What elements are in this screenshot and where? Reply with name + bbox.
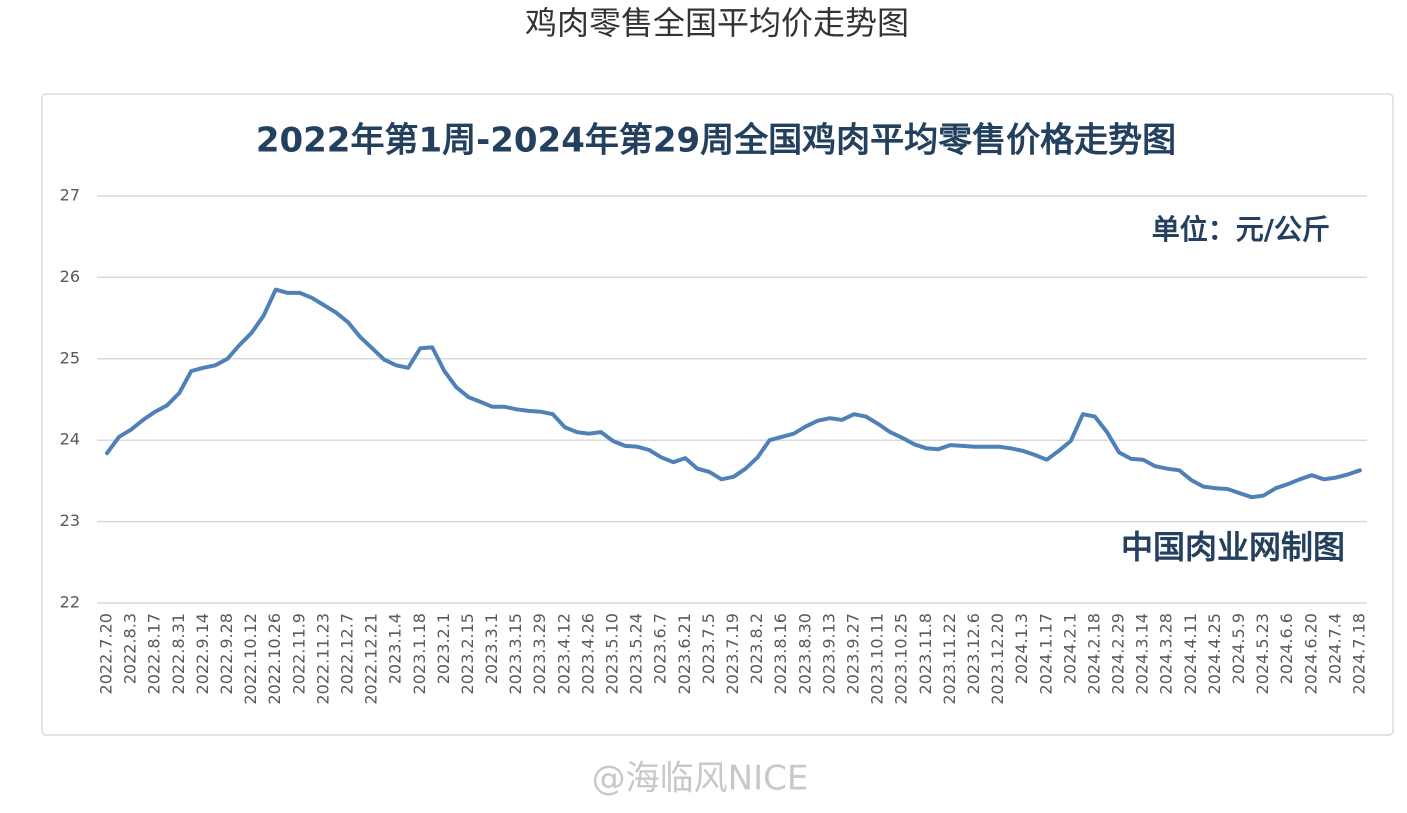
x-tick-label: 2023.10.25 bbox=[892, 613, 911, 705]
y-tick-label: 25 bbox=[60, 348, 80, 367]
x-tick-label: 2022.12.21 bbox=[362, 613, 381, 705]
x-tick-label: 2023.6.21 bbox=[675, 613, 694, 694]
x-tick-label: 2023.4.12 bbox=[554, 613, 573, 694]
x-tick-label: 2024.6.20 bbox=[1301, 613, 1320, 694]
x-tick-label: 2024.2.18 bbox=[1084, 613, 1103, 694]
x-tick-label: 2022.9.14 bbox=[193, 613, 212, 694]
x-tick-label: 2023.12.20 bbox=[988, 613, 1007, 705]
x-tick-label: 2022.8.17 bbox=[145, 613, 164, 694]
x-tick-label: 2023.1.18 bbox=[410, 613, 429, 694]
x-tick-label: 2023.3.1 bbox=[482, 613, 501, 684]
data-line bbox=[105, 287, 1362, 500]
x-tick-label: 2023.7.19 bbox=[723, 613, 742, 694]
x-tick-label: 2024.5.23 bbox=[1253, 613, 1272, 694]
watermark: @海临风NICE bbox=[592, 759, 809, 799]
x-tick-label: 2023.4.26 bbox=[578, 613, 597, 694]
x-tick-label: 2022.11.9 bbox=[289, 613, 308, 694]
y-tick-label: 27 bbox=[60, 186, 80, 205]
x-tick-label: 2023.7.5 bbox=[699, 613, 718, 684]
x-tick-label: 2024.2.1 bbox=[1060, 613, 1079, 684]
x-tick-label: 2023.3.15 bbox=[506, 613, 525, 694]
x-tick-label: 2024.4.11 bbox=[1181, 613, 1200, 694]
x-tick-label: 2022.10.12 bbox=[241, 613, 260, 705]
x-tick-label: 2023.8.2 bbox=[747, 613, 766, 684]
x-tick-label: 2023.3.29 bbox=[530, 613, 549, 694]
y-tick-label: 23 bbox=[60, 511, 80, 530]
x-tick-label: 2024.6.6 bbox=[1277, 613, 1296, 684]
x-tick-label: 2022.8.31 bbox=[169, 613, 188, 694]
x-tick-label: 2022.8.3 bbox=[121, 613, 140, 684]
x-tick-label: 2023.10.11 bbox=[868, 613, 887, 705]
x-tick-label: 2024.7.18 bbox=[1350, 613, 1369, 694]
x-tick-label: 2024.1.3 bbox=[1012, 613, 1031, 684]
chart-title: 2022年第1周-2024年第29周全国鸡肉平均零售价格走势图 bbox=[256, 121, 1176, 161]
x-tick-label: 2023.11.8 bbox=[916, 613, 935, 694]
x-tick-label: 2023.8.30 bbox=[795, 613, 814, 694]
x-tick-label: 2023.9.27 bbox=[843, 613, 862, 694]
x-tick-label: 2024.2.29 bbox=[1109, 613, 1128, 694]
x-tick-label: 2024.4.25 bbox=[1205, 613, 1224, 694]
x-tick-label: 2023.2.1 bbox=[434, 613, 453, 684]
x-tick-label: 2023.11.22 bbox=[940, 613, 959, 705]
x-tick-label: 2024.3.14 bbox=[1133, 613, 1152, 694]
source-label: 中国肉业网制图 bbox=[1121, 528, 1345, 566]
x-tick-label: 2022.9.28 bbox=[217, 613, 236, 694]
x-tick-label: 2024.1.17 bbox=[1036, 613, 1055, 694]
x-tick-label: 2022.12.7 bbox=[337, 613, 356, 694]
x-tick-label: 2023.9.13 bbox=[819, 613, 838, 694]
x-tick-label: 2023.12.6 bbox=[964, 613, 983, 694]
y-tick-label: 26 bbox=[60, 267, 80, 286]
x-tick-label: 2023.8.16 bbox=[771, 613, 790, 694]
y-tick-label: 24 bbox=[60, 430, 80, 449]
x-tick-label: 2024.3.28 bbox=[1157, 613, 1176, 694]
x-tick-label: 2022.10.26 bbox=[265, 613, 284, 705]
x-tick-label: 2024.7.4 bbox=[1325, 613, 1344, 684]
x-tick-label: 2023.6.7 bbox=[651, 613, 670, 684]
x-tick-label: 2023.1.4 bbox=[386, 613, 405, 684]
chart-frame bbox=[41, 93, 1394, 736]
x-tick-label: 2023.2.15 bbox=[458, 613, 477, 694]
x-tick-label: 2022.11.23 bbox=[313, 613, 332, 705]
x-tick-label: 2024.5.9 bbox=[1229, 613, 1248, 684]
x-tick-label: 2023.5.10 bbox=[603, 613, 622, 694]
x-tick-label: 2023.5.24 bbox=[627, 613, 646, 694]
x-tick-label: 2022.7.20 bbox=[97, 613, 116, 694]
page-title: 鸡肉零售全国平均价走势图 bbox=[525, 4, 909, 42]
y-tick-label: 22 bbox=[60, 593, 80, 612]
unit-label: 单位：元/公斤 bbox=[1152, 213, 1330, 246]
